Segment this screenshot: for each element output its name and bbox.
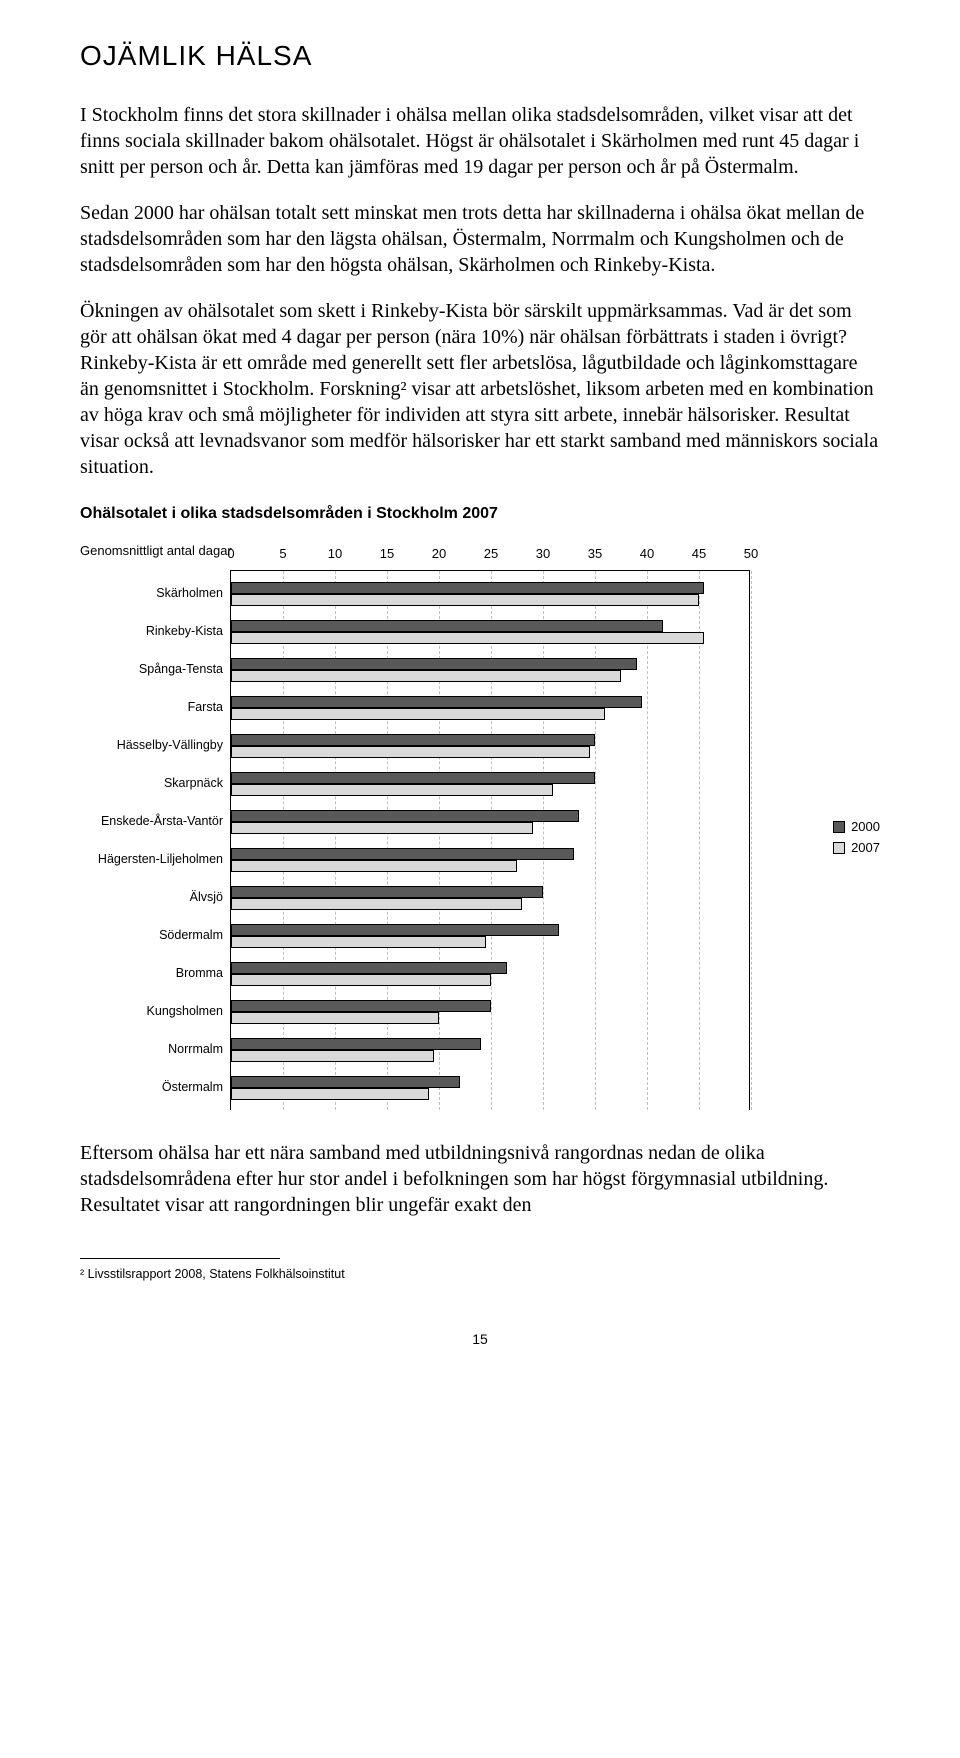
chart-bar-group: Spånga-Tensta	[231, 651, 749, 689]
page-number: 15	[80, 1331, 880, 1347]
chart-bar-2000	[231, 772, 595, 784]
chart-container: 05101520253035404550SkärholmenRinkeby-Ki…	[80, 570, 880, 1110]
chart-bar-2007	[231, 860, 517, 872]
chart-category-label: Hägersten-Liljeholmen	[81, 853, 231, 867]
chart-bar-2000	[231, 810, 579, 822]
chart-bar-2000	[231, 582, 704, 594]
chart-bar-2007	[231, 784, 553, 796]
chart-category-label: Skarpnäck	[81, 777, 231, 791]
paragraph-2: Sedan 2000 har ohälsan totalt sett minsk…	[80, 200, 880, 278]
legend-item-2007: 2007	[833, 840, 880, 855]
chart-bar-2007	[231, 1012, 439, 1024]
chart-bar-group: Kungsholmen	[231, 993, 749, 1031]
chart-subtitle: Genomsnittligt antal dagar	[80, 543, 880, 558]
legend-item-2000: 2000	[833, 819, 880, 834]
chart-tick-label: 15	[380, 546, 394, 561]
chart-tick-label: 30	[536, 546, 550, 561]
chart-bar-group: Rinkeby-Kista	[231, 613, 749, 651]
chart-bar-2000	[231, 734, 595, 746]
chart-bar-2000	[231, 1076, 460, 1088]
chart-tick-label: 10	[328, 546, 342, 561]
chart-bar-2007	[231, 1050, 434, 1062]
footnote: ² Livsstilsrapport 2008, Statens Folkhäl…	[80, 1267, 880, 1281]
chart-bar-group: Enskede-Årsta-Vantör	[231, 803, 749, 841]
chart-bar-group: Skarpnäck	[231, 765, 749, 803]
chart-bar-group: Hägersten-Liljeholmen	[231, 841, 749, 879]
chart-bar-2007	[231, 670, 621, 682]
chart-tick-label: 35	[588, 546, 602, 561]
chart-category-label: Bromma	[81, 967, 231, 981]
chart-bar-group: Södermalm	[231, 917, 749, 955]
chart-bar-2007	[231, 974, 491, 986]
chart-tick-label: 45	[692, 546, 706, 561]
chart-plot-area: 05101520253035404550SkärholmenRinkeby-Ki…	[230, 570, 750, 1110]
chart-category-label: Enskede-Årsta-Vantör	[81, 815, 231, 829]
chart-bar-2007	[231, 708, 605, 720]
chart-category-label: Kungsholmen	[81, 1005, 231, 1019]
chart-bar-2007	[231, 1088, 429, 1100]
chart-bar-group: Bromma	[231, 955, 749, 993]
chart-bar-2000	[231, 886, 543, 898]
chart-category-label: Östermalm	[81, 1081, 231, 1095]
chart-bar-2007	[231, 594, 699, 606]
chart-bar-2000	[231, 924, 559, 936]
chart-bar-2000	[231, 1038, 481, 1050]
legend-swatch-2000	[833, 821, 845, 833]
chart-title: Ohälsotalet i olika stadsdelsområden i S…	[80, 505, 880, 523]
chart-bar-group: Farsta	[231, 689, 749, 727]
chart-category-label: Norrmalm	[81, 1043, 231, 1057]
chart-bar-group: Skärholmen	[231, 575, 749, 613]
chart-category-label: Södermalm	[81, 929, 231, 943]
paragraph-3: Ökningen av ohälsotalet som skett i Rink…	[80, 298, 880, 480]
chart-bar-2000	[231, 620, 663, 632]
chart-bar-group: Hässelby-Vällingby	[231, 727, 749, 765]
chart-legend: 2000 2007	[833, 819, 880, 861]
chart-category-label: Skärholmen	[81, 587, 231, 601]
chart-tick-label: 40	[640, 546, 654, 561]
chart-category-label: Rinkeby-Kista	[81, 625, 231, 639]
chart-gridline	[751, 571, 752, 1110]
chart-category-label: Hässelby-Vällingby	[81, 739, 231, 753]
legend-swatch-2007	[833, 842, 845, 854]
chart-bar-2007	[231, 822, 533, 834]
chart-bar-2007	[231, 746, 590, 758]
chart-bar-2000	[231, 696, 642, 708]
legend-label-2007: 2007	[851, 840, 880, 855]
chart-category-label: Spånga-Tensta	[81, 663, 231, 677]
chart-bar-2007	[231, 936, 486, 948]
paragraph-4: Eftersom ohälsa har ett nära samband med…	[80, 1140, 880, 1218]
legend-label-2000: 2000	[851, 819, 880, 834]
chart-tick-label: 50	[744, 546, 758, 561]
paragraph-1: I Stockholm finns det stora skillnader i…	[80, 102, 880, 180]
chart-tick-label: 0	[227, 546, 234, 561]
chart-category-label: Älvsjö	[81, 891, 231, 905]
chart-bar-2000	[231, 1000, 491, 1012]
chart-bar-group: Norrmalm	[231, 1031, 749, 1069]
chart-bar-2000	[231, 848, 574, 860]
chart-bar-2007	[231, 632, 704, 644]
chart-bar-2007	[231, 898, 522, 910]
page-title: OJÄMLIK HÄLSA	[80, 40, 880, 72]
chart-tick-label: 25	[484, 546, 498, 561]
chart-bar-2000	[231, 962, 507, 974]
chart-bar-group: Östermalm	[231, 1069, 749, 1107]
footnote-rule	[80, 1258, 280, 1259]
chart-bar-2000	[231, 658, 637, 670]
chart-tick-label: 20	[432, 546, 446, 561]
chart-bar-group: Älvsjö	[231, 879, 749, 917]
chart-tick-label: 5	[279, 546, 286, 561]
chart-category-label: Farsta	[81, 701, 231, 715]
